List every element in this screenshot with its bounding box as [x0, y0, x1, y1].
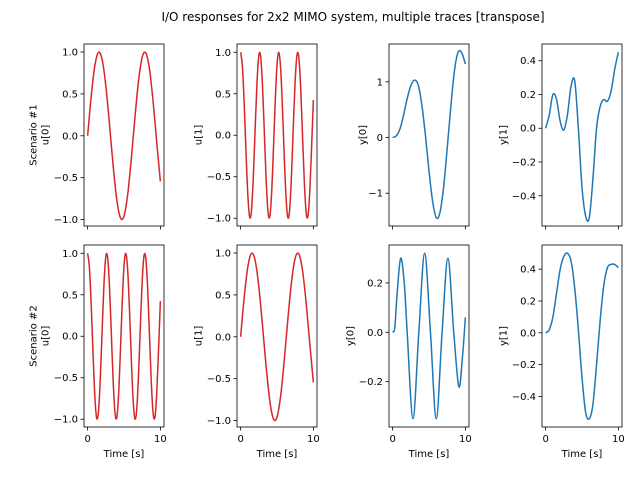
y-tick-label: −1.0: [207, 416, 231, 427]
y-tick-label: −0.2: [512, 158, 536, 169]
subplot-r0c2: −1 0 1 y[0]: [358, 43, 470, 230]
y-axis-label: Scenario #1: [28, 104, 39, 165]
y-tick-label: 0.0: [215, 131, 231, 142]
y-tick-label: −0.5: [54, 173, 78, 184]
y-axis-label: y[1]: [498, 125, 509, 145]
axes-frame: [388, 43, 470, 227]
y-tick-label: 0.2: [520, 90, 536, 101]
x-axis-label: Time [s]: [103, 449, 145, 460]
x-tick-label: 10: [459, 434, 472, 445]
y-axis-label: y[0]: [345, 326, 356, 346]
series-line: [86, 252, 162, 420]
y-tick-label: 0.0: [62, 332, 78, 343]
series-line: [86, 51, 162, 221]
y-tick-label: 0.4: [520, 56, 536, 67]
y-tick-label: 1.0: [62, 48, 78, 59]
x-axis-label: Time [s]: [256, 449, 298, 460]
x-axis-label: Time [s]: [408, 449, 450, 460]
y-axis-label: y[1]: [498, 326, 509, 346]
y-tick-label: −1: [368, 189, 383, 200]
x-tick-label: 0: [237, 434, 243, 445]
y-tick-label: −1.0: [54, 415, 78, 426]
subplot-r0c1: −1.0 −0.5 0.0 0.5 1.0 u[1]: [193, 43, 318, 230]
y-tick-label: −0.5: [207, 172, 231, 183]
y-tick-label: 0.0: [367, 328, 383, 339]
axes-frame: [388, 244, 470, 428]
x-tick-label: 10: [154, 434, 167, 445]
x-tick-label: 10: [307, 434, 320, 445]
series-line: [545, 252, 619, 420]
y-tick-label: 0.0: [62, 131, 78, 142]
series-line: [544, 52, 620, 222]
y-axis-label: u[0]: [40, 125, 51, 146]
y-axis-label: u[1]: [193, 326, 204, 347]
y-tick-label: 1.0: [215, 249, 231, 260]
y-tick-label: −0.2: [359, 377, 383, 388]
x-tick-label: 10: [612, 434, 625, 445]
y-tick-label: −1.0: [54, 215, 78, 226]
y-axis-label: u[1]: [193, 125, 204, 146]
x-tick-label: 0: [389, 434, 395, 445]
y-tick-label: 0.2: [520, 297, 536, 308]
subplot-r1c3: −0.4 −0.2 0.0 0.2 0.4 0 10 Time [s] y[1]: [498, 244, 625, 460]
axes-frame: [541, 43, 623, 227]
subplot-r1c0: −1.0 −0.5 0.0 0.5 1.0 0 10 Time [s] Scenario #2 u…: [28, 244, 167, 460]
y-tick-label: 1.0: [215, 48, 231, 59]
y-axis-label: u[0]: [40, 326, 51, 347]
series-line: [392, 49, 467, 220]
y-tick-label: 1: [377, 77, 383, 88]
y-tick-label: 0.0: [520, 124, 536, 135]
axes-frame: [236, 244, 318, 428]
axes-frame: [541, 244, 623, 428]
y-tick-label: −1.0: [207, 214, 231, 225]
y-tick-label: 1.0: [62, 249, 78, 260]
x-tick-label: 0: [84, 434, 90, 445]
series-line: [239, 51, 315, 219]
x-tick-label: 0: [542, 434, 548, 445]
y-tick-label: 0.0: [215, 332, 231, 343]
y-tick-label: −0.2: [512, 360, 536, 371]
y-tick-label: 0.5: [62, 290, 78, 301]
subplot-r0c0: −1.0 −0.5 0.0 0.5 1.0 Scenario #1 u[0]: [28, 43, 165, 230]
subplot-r1c1: −1.0 −0.5 0.0 0.5 1.0 0 10 Time [s] u[1]: [193, 244, 320, 460]
y-tick-label: 0.5: [215, 89, 231, 100]
figure-title: I/O responses for 2x2 MIMO system, multi…: [161, 10, 544, 24]
subplot-r0c3: −0.4 −0.2 0.0 0.2 0.4 y[1]: [498, 43, 623, 230]
y-tick-label: 0.0: [520, 328, 536, 339]
y-axis-label: y[0]: [358, 125, 369, 145]
axes-frame: [83, 43, 165, 227]
series-line: [391, 252, 467, 420]
y-tick-label: −0.4: [512, 392, 536, 403]
y-tick-label: −0.4: [512, 191, 536, 202]
y-tick-label: −0.5: [54, 373, 78, 384]
y-tick-label: 0: [377, 133, 383, 144]
y-axis-label: Scenario #2: [28, 305, 39, 366]
y-tick-label: −0.5: [207, 374, 231, 385]
subplot-r1c2: −0.2 0.0 0.2 0 10 Time [s] y[0]: [345, 244, 472, 460]
y-tick-label: 0.5: [215, 290, 231, 301]
y-tick-label: 0.2: [367, 278, 383, 289]
x-axis-label: Time [s]: [561, 449, 603, 460]
series-line: [239, 252, 315, 422]
y-tick-label: 0.4: [520, 265, 536, 276]
y-tick-label: 0.5: [62, 89, 78, 100]
